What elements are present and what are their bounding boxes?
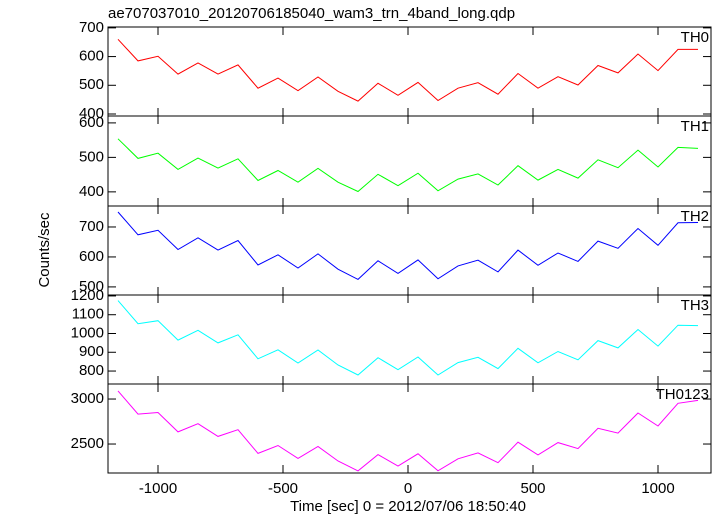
- data-line: [117, 138, 699, 193]
- panel-frame: [107, 115, 712, 207]
- x-tick-label: 500: [520, 480, 545, 497]
- x-tick-label: 0: [404, 480, 412, 497]
- y-tick-label: 500: [79, 76, 104, 93]
- y-tick-label: 700: [79, 19, 104, 36]
- x-axis-label: Time [sec] 0 = 2012/07/06 18:50:40: [290, 498, 526, 515]
- data-line: [117, 390, 699, 472]
- x-tick-label: -1000: [139, 480, 177, 497]
- y-tick-label: 800: [79, 362, 104, 379]
- panel-frame: [107, 294, 712, 385]
- y-tick-label: 1200: [71, 287, 104, 304]
- y-tick-label: 600: [79, 48, 104, 65]
- series-label: TH2: [681, 208, 709, 225]
- y-tick-label: 500: [79, 148, 104, 165]
- data-line: [117, 300, 699, 376]
- y-tick-label: 1100: [72, 306, 104, 323]
- panel-frame: [107, 383, 712, 474]
- panel-frame: [107, 26, 712, 117]
- series-label: TH0: [681, 29, 709, 46]
- series-label: TH0123: [656, 386, 709, 403]
- series-label: TH3: [681, 297, 709, 314]
- x-tick-label: 1000: [641, 480, 674, 497]
- y-tick-label: 2500: [71, 435, 104, 452]
- data-line: [117, 38, 698, 102]
- y-tick-label: 600: [79, 248, 104, 265]
- y-tick-label: 900: [79, 343, 104, 360]
- y-tick-label: 1000: [71, 324, 104, 341]
- y-axis-label: Counts/sec: [36, 212, 53, 288]
- y-tick-label: 400: [79, 105, 104, 122]
- chart-title: ae707037010_20120706185040_wam3_trn_4ban…: [108, 5, 515, 22]
- y-tick-label: 700: [79, 218, 104, 235]
- data-line: [117, 211, 699, 281]
- y-tick-label: 3000: [71, 390, 104, 407]
- y-tick-label: 500: [79, 278, 104, 295]
- x-tick-label: -500: [268, 480, 298, 497]
- panel-frame: [107, 205, 712, 296]
- series-label: TH1: [681, 118, 709, 135]
- y-tick-label: 600: [79, 114, 104, 131]
- y-tick-label: 400: [79, 183, 104, 200]
